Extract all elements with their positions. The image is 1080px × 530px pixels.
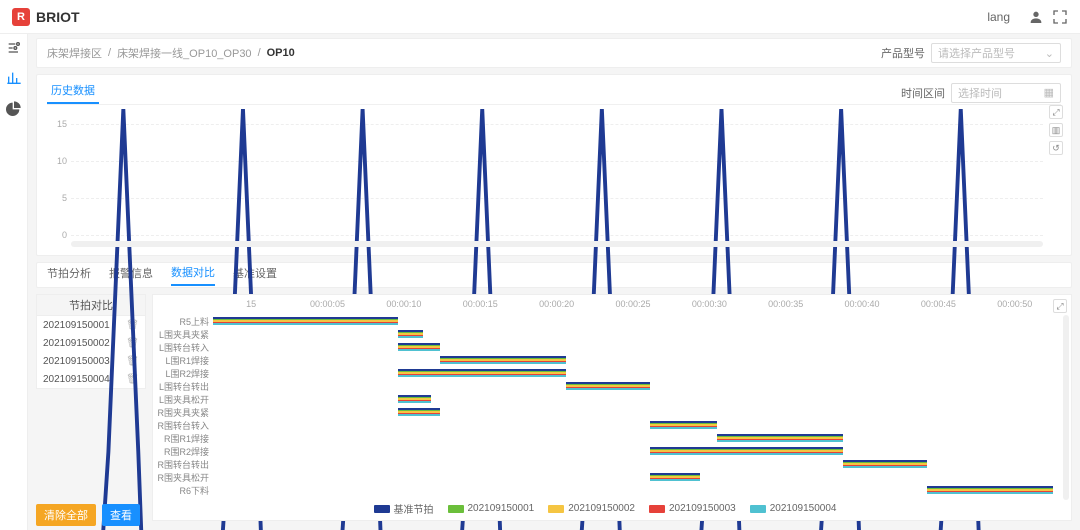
user-icon[interactable]	[1028, 9, 1044, 25]
gantt-row: R围R1焊接	[157, 432, 1053, 445]
gantt-row: R5上料	[157, 315, 1053, 328]
main-area: 床架焊接区 / 床架焊接一线_OP10_OP30 / OP10 产品型号 请选择…	[28, 34, 1080, 530]
brand-logo[interactable]: R BRIOT	[12, 8, 80, 26]
gantt-row: R围夹具松开	[157, 471, 1053, 484]
gantt-row: L围夹具夹紧	[157, 328, 1053, 341]
clear-all-button[interactable]: 清除全部	[36, 504, 96, 526]
logo-mark: R	[12, 8, 30, 26]
history-panel: 历史数据 时间区间 选择时间 ▦ ⤢ ▥ ↺ 051015	[36, 74, 1072, 256]
nav-chart-icon[interactable]	[6, 70, 22, 86]
compare-area: 节拍对比 202109150001🗑202109150002🗑202109150…	[36, 294, 1072, 521]
legend-item[interactable]: 基准节拍	[374, 501, 434, 516]
chart-scrollbar[interactable]	[71, 241, 1043, 247]
gantt-row: L围R2焊接	[157, 367, 1053, 380]
legend-item[interactable]: 202109150002	[548, 501, 635, 516]
gantt-row: L围R1焊接	[157, 354, 1053, 367]
gantt-row: R围R2焊接	[157, 445, 1053, 458]
time-select[interactable]: 选择时间 ▦	[951, 83, 1061, 103]
gantt-chart: ⤢ 1500:00:0500:00:1000:00:1500:00:2000:0…	[152, 294, 1072, 521]
product-label: 产品型号	[881, 45, 925, 61]
gantt-expand-icon[interactable]: ⤢	[1053, 299, 1067, 313]
chevron-down-icon: ⌄	[1045, 47, 1054, 60]
gantt-row: R围转台转出	[157, 458, 1053, 471]
footer-buttons: 清除全部 查看	[36, 504, 140, 526]
time-label: 时间区间	[901, 85, 945, 101]
fullscreen-icon[interactable]	[1052, 9, 1068, 25]
gantt-scrollbar[interactable]	[1063, 315, 1069, 500]
calendar-icon: ▦	[1044, 86, 1054, 99]
gantt-row: L围转台转入	[157, 341, 1053, 354]
gantt-row: R围夹具夹紧	[157, 406, 1053, 419]
topbar: R BRIOT lang	[0, 0, 1080, 34]
nav-tune-icon[interactable]	[6, 40, 22, 56]
tab-history[interactable]: 历史数据	[47, 82, 99, 104]
gantt-row: L围夹具松开	[157, 393, 1053, 406]
gantt-legend: 基准节拍 202109150001 202109150002 202109150003…	[157, 501, 1053, 516]
legend-item[interactable]: 202109150003	[649, 501, 736, 516]
breadcrumb-row: 床架焊接区 / 床架焊接一线_OP10_OP30 / OP10 产品型号 请选择…	[36, 38, 1072, 68]
view-button[interactable]: 查看	[102, 504, 140, 526]
legend-item[interactable]: 202109150004	[750, 501, 837, 516]
breadcrumb-2[interactable]: 床架焊接一线_OP10_OP30	[117, 45, 252, 61]
product-select[interactable]: 请选择产品型号 ⌄	[931, 43, 1061, 63]
legend-item[interactable]: 202109150001	[448, 501, 535, 516]
side-nav	[0, 34, 28, 530]
username[interactable]: lang	[987, 10, 1010, 24]
breadcrumb-1[interactable]: 床架焊接区	[47, 45, 102, 61]
gantt-row: L围转台转出	[157, 380, 1053, 393]
bar-chart: 051015	[47, 109, 1061, 249]
gantt-row: R6下料	[157, 484, 1053, 497]
brand-text: BRIOT	[36, 9, 80, 25]
breadcrumb-3: OP10	[267, 47, 295, 59]
gantt-row: R围转台转入	[157, 419, 1053, 432]
nav-pie-icon[interactable]	[6, 100, 22, 116]
